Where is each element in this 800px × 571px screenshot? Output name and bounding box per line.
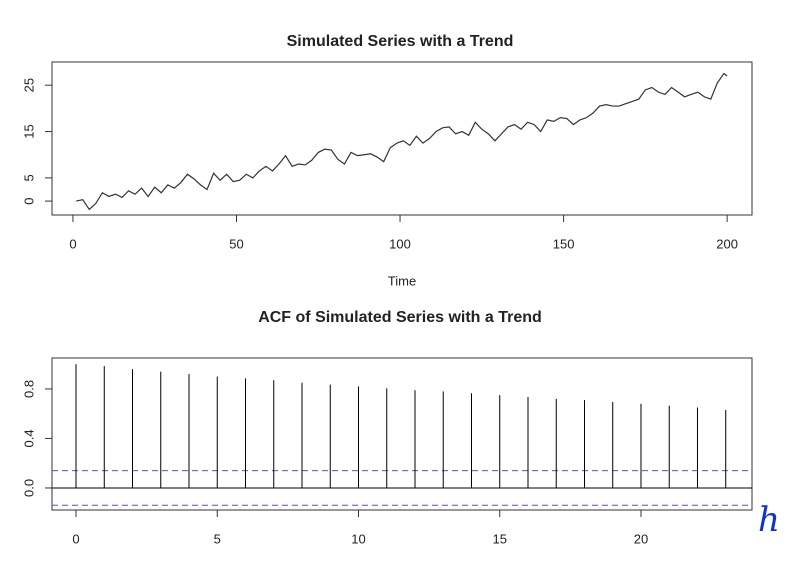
x-tick-label: 0	[69, 236, 76, 251]
x-tick-label: 0	[72, 531, 79, 546]
series-line	[76, 72, 728, 211]
x-tick-label: 150	[553, 236, 575, 251]
x-tick-label: 200	[716, 236, 738, 251]
y-tick-label: 0	[21, 197, 36, 204]
x-axis-label: Time	[388, 273, 416, 288]
x-tick-label: 5	[214, 531, 221, 546]
x-tick-label: 10	[351, 531, 365, 546]
chart-title: Simulated Series with a Trend	[287, 33, 514, 50]
y-tick-label: 15	[21, 124, 36, 138]
chart-title: ACF of Simulated Series with a Trend	[258, 309, 542, 326]
y-tick-label: 0.8	[21, 380, 36, 398]
plot-box	[51, 357, 753, 511]
y-tick-label: 0.0	[21, 479, 36, 497]
annotation: h	[758, 500, 780, 540]
y-tick-label: 5	[21, 174, 36, 181]
x-tick-label: 100	[389, 236, 411, 251]
y-tick-label: 0.4	[21, 429, 36, 447]
x-tick-label: 50	[229, 236, 243, 251]
x-tick-label: 15	[493, 531, 507, 546]
y-tick-label: 25	[21, 78, 36, 92]
x-tick-label: 20	[634, 531, 648, 546]
plot-box	[51, 61, 753, 216]
